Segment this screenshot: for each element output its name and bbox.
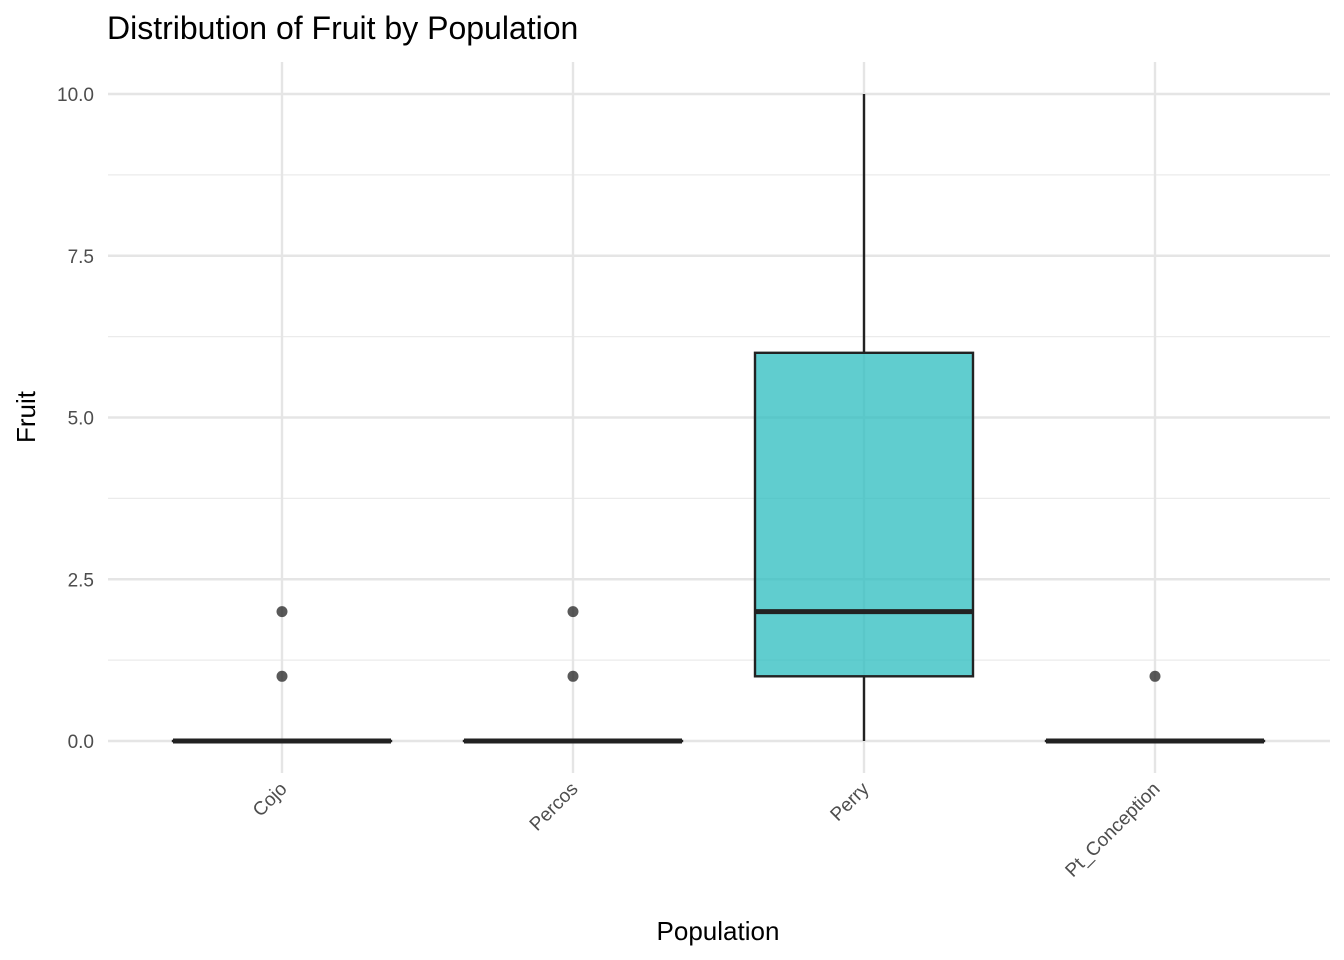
- y-axis-ticks: 0.0 2.5 5.0 7.5 10.0: [57, 85, 94, 753]
- box-cojo: [171, 606, 393, 744]
- x-axis-label: Population: [657, 916, 780, 946]
- y-tick-label: 2.5: [68, 570, 94, 591]
- outlier-point: [567, 670, 579, 682]
- y-tick-label: 10.0: [57, 85, 94, 106]
- box-pt-conception: [1044, 670, 1266, 744]
- box-percos: [462, 606, 684, 744]
- outlier-point: [276, 606, 288, 618]
- y-axis-label: Fruit: [11, 390, 41, 443]
- box-perry: [753, 94, 975, 741]
- y-tick-label: 0.0: [68, 732, 94, 753]
- outlier-point: [276, 670, 288, 682]
- chart-title: Distribution of Fruit by Population: [107, 10, 578, 46]
- box-series: [171, 94, 1266, 744]
- box-body: [753, 351, 975, 678]
- outlier-point: [567, 606, 579, 618]
- outlier-point: [1149, 670, 1161, 682]
- y-tick-label: 7.5: [68, 247, 94, 268]
- y-tick-label: 5.0: [68, 409, 94, 430]
